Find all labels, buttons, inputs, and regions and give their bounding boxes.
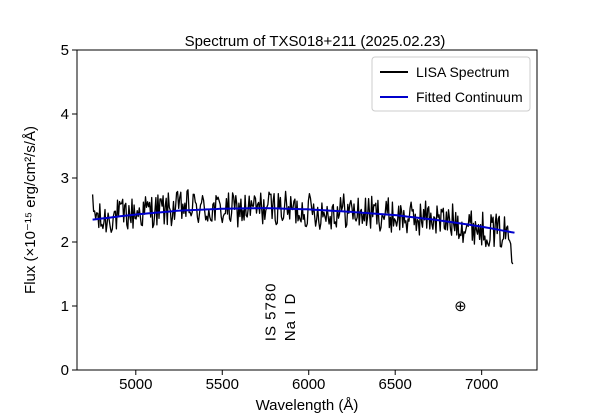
x-axis-label: Wavelength (Å) [256,397,359,414]
chart-title: Spectrum of TXS018+211 (2025.02.23) [185,33,446,50]
y-tick-label: 2 [61,234,69,251]
axis-ticks: 5000 5500 6000 6500 7000 0 1 2 3 4 5 [61,42,499,393]
series-line-lisa-spectrum [91,189,514,265]
legend: LISA Spectrum Fitted Continuum [371,56,531,112]
series-lines [91,189,515,265]
x-tick-label: 7000 [465,376,498,393]
y-tick-label: 1 [61,298,69,315]
legend-box [371,56,531,112]
line-annotations: IS 5780 Na I D ⊕ [263,282,468,342]
annotation-na-i-d: Na I D [282,293,299,342]
plot-frame [76,49,538,371]
y-tick-label: 5 [61,42,69,59]
series-line-fitted-continuum [92,207,515,234]
legend-label-lisa-spectrum: LISA Spectrum [416,64,509,80]
x-tick-label: 5500 [206,376,239,393]
annotation-is-5780: IS 5780 [263,282,280,341]
legend-label-fitted-continuum: Fitted Continuum [416,89,523,105]
x-tick-label: 5000 [119,376,152,393]
y-tick-label: 3 [61,170,69,187]
annotation-earth-symbol: ⊕ [454,298,468,315]
x-tick-label: 6500 [379,376,412,393]
y-tick-label: 0 [61,362,69,379]
y-axis-label: Flux (×10⁻¹⁵ erg/cm²/s/Å) [22,126,39,294]
y-tick-label: 4 [61,106,69,123]
x-tick-label: 6000 [292,376,325,393]
